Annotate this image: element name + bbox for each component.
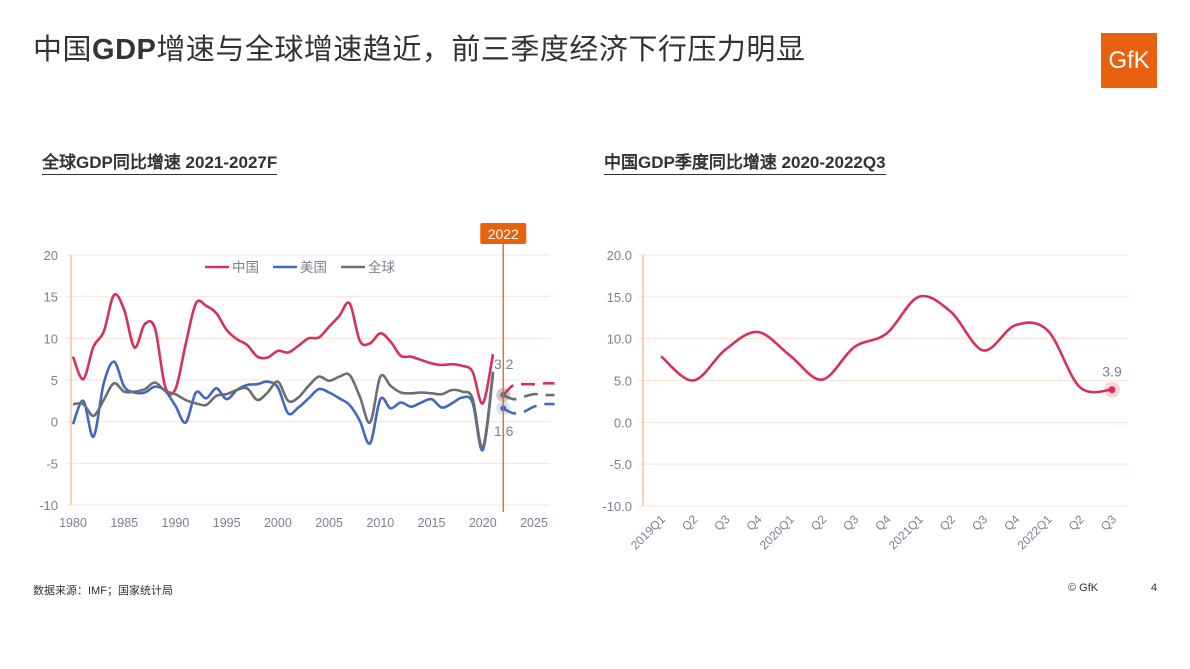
x-tick-label: 2020 [469, 516, 497, 530]
y-tick-label: 0.0 [614, 415, 632, 430]
y-tick-label: 10.0 [607, 332, 632, 347]
x-tick-label: Q2 [679, 512, 700, 533]
y-tick-label: 0 [51, 415, 58, 430]
x-tick-label: Q4 [1001, 512, 1022, 533]
x-tick-label: Q2 [808, 512, 829, 533]
page-number: 4 [1151, 582, 1158, 594]
series-forecast-china [502, 381, 555, 396]
x-tick-label: 2022Q1 [1015, 512, 1055, 552]
series-line-world [72, 371, 495, 449]
y-tick-label: -10 [39, 498, 58, 513]
x-tick-label: 2020Q1 [757, 512, 797, 552]
y-tick-label: -10.0 [602, 499, 632, 514]
x-tick-label: 2025 [520, 516, 548, 530]
legend-label: 美国 [300, 260, 327, 275]
x-tick-label: 2019Q1 [628, 512, 668, 552]
x-tick-label: 2010 [366, 516, 394, 530]
x-tick-label: Q3 [1098, 512, 1119, 533]
x-tick-label: Q3 [969, 512, 990, 533]
x-tick-label: Q2 [1066, 512, 1087, 533]
y-tick-label: 5.0 [614, 374, 632, 389]
legend-label: 中国 [232, 260, 259, 275]
source-note: 数据来源：IMF；国家统计局 [33, 585, 173, 597]
year-marker-label: 2022 [488, 226, 519, 242]
title-part: 中国 [33, 34, 93, 66]
x-tick-label: 1990 [162, 516, 190, 530]
x-tick-label: 2000 [264, 516, 292, 530]
y-tick-label: 15.0 [607, 290, 632, 305]
page-title: 中国GDP增速与全球增速趋近，前三季度经济下行压力明显 [33, 26, 805, 68]
x-tick-label: Q3 [711, 512, 732, 533]
x-tick-label: Q2 [937, 512, 958, 533]
series-forecast-world [502, 392, 555, 401]
x-tick-label: Q3 [840, 512, 861, 533]
year-marker-badge [480, 223, 527, 244]
y-tick-label: 10 [44, 331, 58, 346]
x-tick-label: 2021Q1 [886, 512, 926, 552]
y-tick-label: 20 [44, 248, 58, 263]
gfk-logo: GfK [1101, 33, 1157, 88]
left-chart-title: 全球GDP同比增速 2021-2027F [42, 148, 278, 175]
right-chart-title: 中国GDP季度同比增速 2020-2022Q3 [604, 148, 886, 175]
y-tick-label: -5.0 [610, 457, 632, 472]
x-tick-label: 2015 [418, 516, 446, 530]
china-2022-label: 3.2 [494, 356, 514, 372]
series-line-china [71, 292, 495, 405]
series-line-us [71, 360, 495, 452]
x-tick-label: 1985 [110, 516, 138, 530]
title-part: 增速与全球增速趋近，前三季度经济下行压力明显 [156, 34, 806, 66]
y-tick-label: -5 [46, 456, 58, 471]
legend-label: 全球 [368, 259, 395, 275]
x-tick-label: Q4 [744, 512, 765, 533]
x-tick-label: 2005 [315, 516, 343, 530]
y-tick-label: 20.0 [607, 248, 632, 263]
copyright: © GfK [1068, 582, 1099, 594]
us-2022-label: 1.6 [494, 423, 514, 439]
series-line-china [660, 294, 1113, 394]
series-forecast-us [502, 402, 555, 415]
title-part-bold: GDP [92, 34, 157, 66]
x-tick-label: Q4 [872, 512, 893, 533]
y-tick-label: 5 [51, 373, 58, 388]
y-tick-label: 15 [44, 290, 58, 305]
data-point [1108, 386, 1116, 394]
x-tick-label: 1995 [213, 516, 241, 530]
x-tick-label: 1980 [59, 516, 87, 530]
last-value-label: 3.9 [1102, 364, 1122, 380]
